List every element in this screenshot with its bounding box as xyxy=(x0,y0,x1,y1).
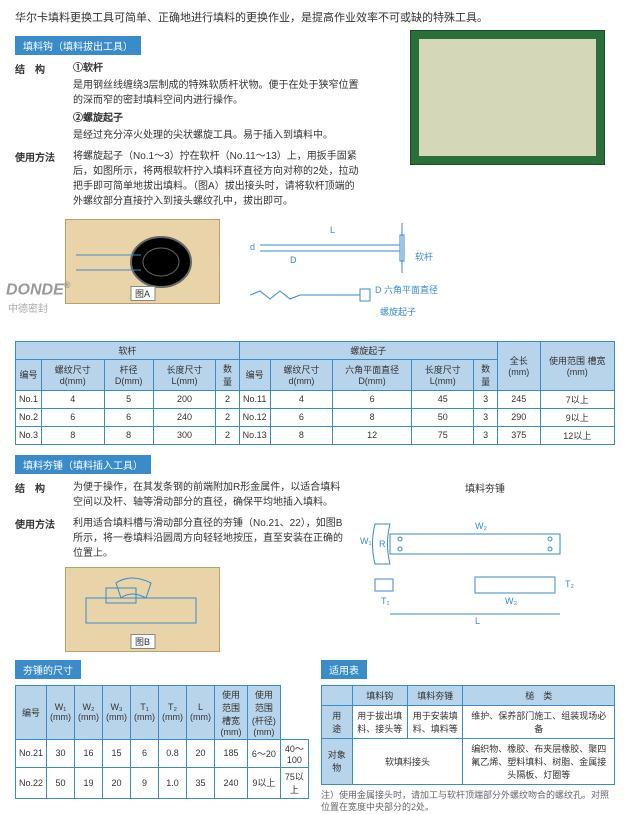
hammer-diagram: 填料夯锤 W₁ R T₁ W₂ W₃ T₂ L xyxy=(355,480,615,630)
struct2-text: 为便于操作，在其发条钢的前端附加R形金属件，以适合填料空间以及杆、轴等滑动部分的… xyxy=(73,480,345,510)
svg-text:螺旋起子: 螺旋起子 xyxy=(380,306,416,317)
svg-text:L: L xyxy=(330,225,335,235)
illustration-a: 图A xyxy=(65,219,220,304)
usage-text: 将螺旋起子（No.1～3）拧在软杆（No.11～13）上，用扳手固紧后，如图所示… xyxy=(73,149,363,209)
svg-text:W₃: W₃ xyxy=(505,596,517,606)
svg-text:W₂: W₂ xyxy=(475,521,487,531)
app-title: 适用表 xyxy=(321,660,367,679)
table2-title: 夯锤的尺寸 xyxy=(15,660,81,679)
app-note: 注）使用金属接头时，请加工与软杆顶端部分外螺纹吻合的螺纹孔。对照位置在宽度中央部… xyxy=(321,789,615,814)
table2: 编号W₁ (mm)W₂ (mm)W₃ (mm)T₁ (mm)T₂ (mm)L (… xyxy=(15,685,309,799)
fig-b-label: 图B xyxy=(130,634,155,649)
illustration-b: 图B xyxy=(65,567,220,652)
svg-text:d: d xyxy=(250,242,255,252)
soft-rod-title: ①软杆 xyxy=(73,61,363,76)
soft-rod-text: 是用钢丝线缠绕3层制成的特殊软质杆状物。便于在处于狭窄位置的深而窄的密封填料空间… xyxy=(73,78,363,108)
brand-logo: DONDE® xyxy=(6,280,70,299)
fig-a-label: 图A xyxy=(130,286,155,301)
product-photo xyxy=(410,30,605,165)
svg-text:T₁: T₁ xyxy=(381,596,390,606)
brand-sub: 中德密封 xyxy=(8,300,48,315)
usage-label: 使用方法 xyxy=(15,149,63,209)
use2-text: 利用适合填料槽与滑动部分直径的夯锤（No.21、22），如图B所示，将一卷填料沿… xyxy=(73,516,345,561)
section2-title: 填料夯锤（填料插入工具） xyxy=(15,455,151,474)
screw-text: 是经过充分淬火处理的尖状螺旋工具。易于插入到填料中。 xyxy=(73,128,363,143)
svg-text:软杆: 软杆 xyxy=(415,251,433,262)
struct2-label: 结 构 xyxy=(15,480,63,510)
section1-title: 填料钩（填料拔出工具） xyxy=(15,36,141,55)
structure-label: 结 构 xyxy=(15,61,63,143)
app-table: 填料钩填料夯锤槌 类 用 途用于拔出填料、接头等用于安装填料、填料等维护、保养部… xyxy=(321,685,615,785)
svg-text:W₁: W₁ xyxy=(360,536,372,546)
svg-text:L: L xyxy=(475,616,480,626)
svg-text:D 六角平面直径: D 六角平面直径 xyxy=(375,284,438,295)
intro-text: 华尔卡填料更换工具可简单、正确地进行填料的更换作业，是提高作业效率不可或缺的特殊… xyxy=(15,10,615,28)
screw-title: ②螺旋起子 xyxy=(73,111,363,126)
svg-text:D: D xyxy=(290,255,297,265)
svg-text:T₂: T₂ xyxy=(565,579,574,589)
table1: 软杆 螺旋起子 全长(mm) 使用范围 槽宽(mm) 编号螺纹尺寸d(mm)杆径… xyxy=(15,341,615,445)
rod-diagram: L D d 软杆 D 六角平面直径 螺旋起子 xyxy=(230,215,450,335)
use2-label: 使用方法 xyxy=(15,516,63,561)
svg-text:R: R xyxy=(379,539,386,549)
